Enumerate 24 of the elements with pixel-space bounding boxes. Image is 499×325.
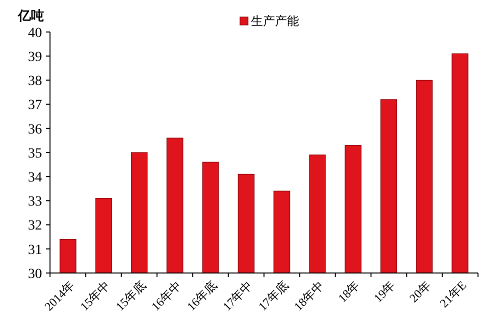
x-tick-label: 15年底 <box>113 278 148 314</box>
y-tick-label: 40 <box>28 26 42 41</box>
x-tick-label: 18年 <box>335 278 362 306</box>
x-tick-label: 18年中 <box>291 278 327 314</box>
x-tick-label: 21年E <box>437 278 470 310</box>
y-tick-label: 37 <box>28 98 42 114</box>
x-tick-label: 19年 <box>370 278 398 306</box>
y-tick-label: 30 <box>28 266 42 282</box>
y-tick-label: 38 <box>28 74 42 90</box>
y-tick-label: 34 <box>28 170 42 186</box>
y-tick-label: 33 <box>28 194 42 210</box>
x-tick-label: 17年底 <box>256 278 291 314</box>
y-tick-label: 36 <box>28 122 42 138</box>
y-tick-label: 35 <box>28 146 42 162</box>
y-tick-label: 31 <box>28 242 42 258</box>
x-tick-label: 16年底 <box>184 278 220 314</box>
legend-label: 生产产能 <box>251 14 299 28</box>
x-tick-label: 15年中 <box>77 278 113 314</box>
x-tick-label: 20年 <box>406 278 434 306</box>
x-tick-label: 17年中 <box>220 278 256 314</box>
y-tick-label: 39 <box>28 50 42 65</box>
y-tick-label: 32 <box>28 218 42 234</box>
y-axis-title: 亿吨 <box>17 9 44 24</box>
x-tick-label: 16年中 <box>148 278 184 314</box>
